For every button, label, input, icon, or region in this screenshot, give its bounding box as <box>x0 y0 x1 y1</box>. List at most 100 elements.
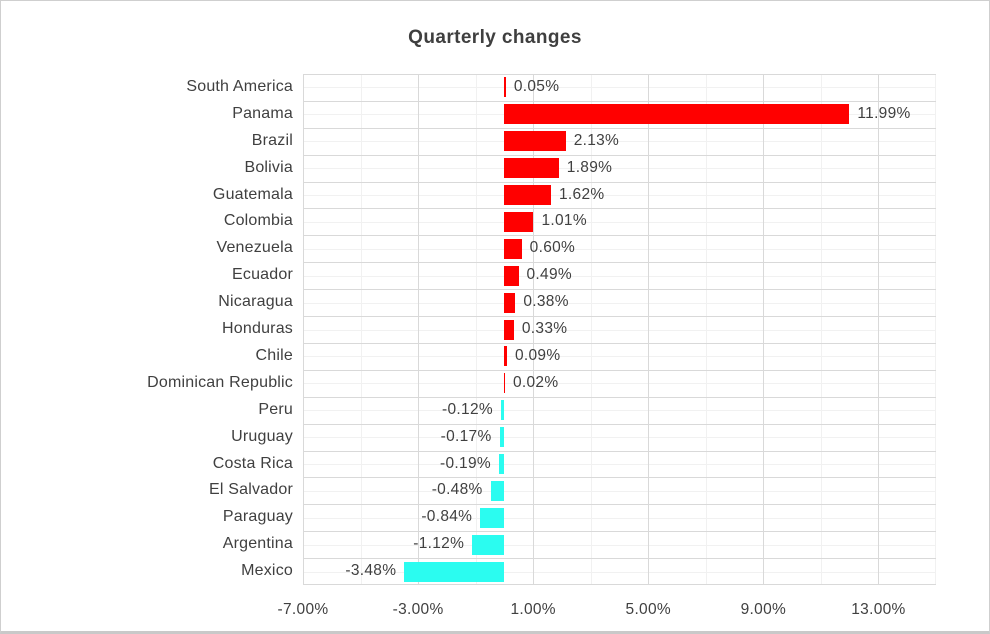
minor-gridline <box>303 141 936 143</box>
category-label: Guatemala <box>212 185 293 203</box>
value-label: -0.48% <box>431 481 483 499</box>
minor-gridline <box>303 329 936 331</box>
value-label: -0.17% <box>440 427 492 445</box>
minor-gridline <box>303 195 936 197</box>
value-label: -0.12% <box>442 400 493 418</box>
x-tick-label: 9.00% <box>740 601 787 618</box>
value-label: 1.62% <box>559 185 605 203</box>
minor-gridline <box>303 383 936 385</box>
major-gridline <box>303 154 936 156</box>
major-gridline <box>303 316 936 318</box>
category-label: Costa Rica <box>212 454 293 472</box>
minor-gridline <box>303 437 936 439</box>
value-label: 0.33% <box>521 320 568 338</box>
category-label: Peru <box>258 400 293 418</box>
bar-peru <box>500 400 505 421</box>
minor-gridline <box>303 571 936 573</box>
minor-gridline <box>303 275 936 277</box>
major-gridline <box>303 396 936 398</box>
bar-uruguay <box>499 427 505 448</box>
bar-mexico <box>404 561 505 582</box>
category-label: Ecuador <box>232 266 293 284</box>
major-gridline <box>303 127 936 129</box>
value-label: 0.05% <box>513 78 560 95</box>
major-gridline <box>303 369 936 371</box>
bar-costa-rica <box>498 453 505 474</box>
category-label: Uruguay <box>231 427 293 445</box>
bar-argentina <box>472 534 505 555</box>
bar-venezuela <box>504 238 522 259</box>
category-label: Nicaragua <box>218 293 293 311</box>
major-gridline <box>763 74 765 585</box>
category-label: Colombia <box>223 212 293 230</box>
x-tick-label: 5.00% <box>625 601 671 618</box>
bar-brazil <box>504 131 566 152</box>
category-label: Brazil <box>251 131 293 149</box>
minor-gridline <box>303 463 936 465</box>
minor-gridline <box>303 302 936 304</box>
minor-gridline <box>303 410 936 412</box>
minor-gridline <box>303 356 936 358</box>
major-gridline <box>303 584 936 585</box>
plot-area: 0.05% 11.99% 2.13% 1.89% 1.62% 1.01% 0.60% 0.49… <box>303 74 936 585</box>
value-label: -1.12% <box>413 535 465 553</box>
major-gridline <box>418 74 420 585</box>
major-gridline <box>303 342 936 344</box>
x-tick-label: -3.00% <box>392 601 444 618</box>
major-gridline <box>303 181 936 183</box>
category-label: Paraguay <box>222 508 293 526</box>
x-tick-label: 1.00% <box>510 601 556 618</box>
value-label: -0.84% <box>421 508 473 526</box>
major-gridline <box>303 450 936 452</box>
category-label: South America <box>186 78 293 95</box>
minor-gridline <box>303 544 936 546</box>
major-gridline <box>303 423 936 425</box>
bar-nicaragua <box>504 292 516 313</box>
bar-bolivia <box>504 158 559 179</box>
major-gridline <box>303 100 936 102</box>
bar-dominican-republic <box>504 373 506 394</box>
major-gridline <box>533 74 535 585</box>
value-label: 1.89% <box>566 158 613 176</box>
category-label: Argentina <box>222 535 293 553</box>
minor-gridline <box>303 517 936 519</box>
major-gridline <box>303 74 936 75</box>
major-gridline <box>303 208 936 210</box>
major-gridline <box>303 531 936 533</box>
minor-gridline <box>303 490 936 492</box>
major-gridline <box>303 74 304 585</box>
major-gridline <box>303 558 936 560</box>
bar-guatemala <box>504 185 552 206</box>
value-label: -3.48% <box>345 562 397 580</box>
minor-gridline <box>303 168 936 170</box>
category-label: Dominican Republic <box>147 373 293 391</box>
bar-ecuador <box>504 265 519 286</box>
plot-right-border <box>935 74 936 585</box>
value-label: 1.01% <box>541 212 587 230</box>
bar-chile <box>504 346 507 367</box>
bar-el-salvador <box>490 480 505 501</box>
minor-gridline <box>303 221 936 223</box>
value-label: 11.99% <box>857 104 911 122</box>
chart-title: Quarterly changes <box>408 27 582 48</box>
category-label: Chile <box>255 346 293 364</box>
minor-gridline <box>303 248 936 250</box>
value-label: 0.09% <box>514 346 561 364</box>
category-label: Venezuela <box>216 239 293 257</box>
major-gridline <box>303 262 936 264</box>
bar-honduras <box>504 319 514 340</box>
major-gridline <box>648 74 650 585</box>
major-gridline <box>303 235 936 237</box>
value-label: 0.02% <box>512 373 559 391</box>
bar-south-america <box>504 77 506 98</box>
x-tick-label: -7.00% <box>277 601 329 618</box>
bar-paraguay <box>480 507 505 528</box>
category-label: Bolivia <box>244 158 293 176</box>
minor-gridline <box>303 87 936 89</box>
major-gridline <box>303 289 936 291</box>
category-label: Panama <box>232 104 293 122</box>
category-label: El Salvador <box>208 481 293 499</box>
major-gridline <box>303 504 936 506</box>
value-label: 0.38% <box>523 293 569 311</box>
